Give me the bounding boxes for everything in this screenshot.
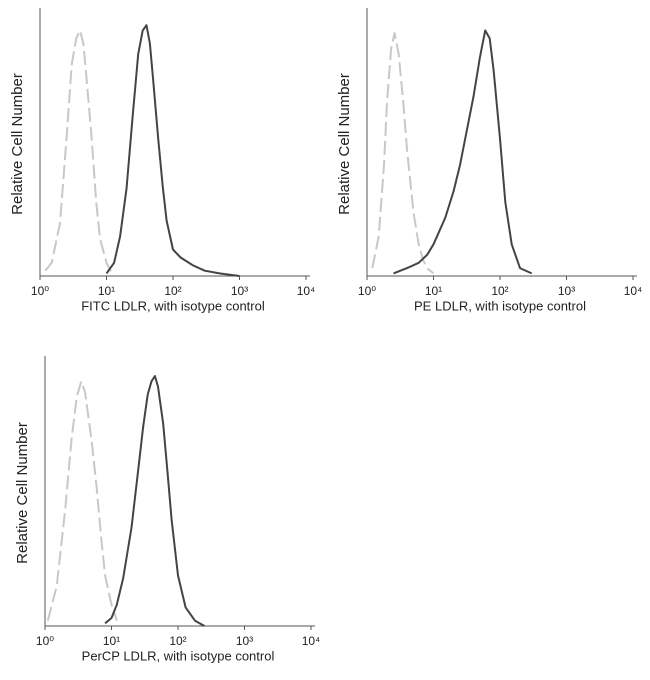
chart: 10⁰ 10¹ 10² 10³ 10⁴ FITC LDLR, with isotype c… (9, 8, 315, 313)
x-tick-label: 10³ (558, 284, 575, 298)
x-tick-label: 10² (491, 284, 508, 298)
x-tick-label: 10⁴ (624, 284, 643, 298)
x-tick-label: 10¹ (98, 284, 115, 298)
x-tick-label: 10³ (231, 284, 248, 298)
x-tick-label: 10⁰ (31, 284, 49, 298)
histogram-line (46, 380, 118, 622)
histogram-line (105, 24, 240, 277)
x-tick-label: 10¹ (425, 284, 442, 298)
histogram-line (393, 29, 533, 275)
y-axis-label: Relative Cell Number (14, 422, 31, 564)
x-tick-label: 10³ (236, 634, 253, 648)
x-tick-label: 10⁰ (358, 284, 376, 298)
x-tick-label: 10² (169, 634, 186, 648)
chart: 10⁰ 10¹ 10² 10³ 10⁴ PerCP LDLR, with isotype … (14, 356, 320, 663)
x-tick-label: 10² (164, 284, 181, 298)
y-axis-label: Relative Cell Number (9, 73, 26, 215)
x-tick-label: 10⁴ (297, 284, 316, 298)
x-axis-label: PerCP LDLR, with isotype control (82, 648, 275, 663)
x-axis-label: PE LDLR, with isotype control (414, 298, 586, 313)
chart: 10⁰ 10¹ 10² 10³ 10⁴ PE LDLR, with isotype con… (336, 8, 642, 313)
x-tick-label: 10⁰ (36, 634, 54, 648)
x-tick-label: 10¹ (103, 634, 120, 648)
histogram-line (44, 29, 113, 274)
x-tick-label: 10⁴ (302, 634, 321, 648)
histogram-line (371, 32, 435, 275)
histogram-line (104, 375, 205, 627)
x-axis-label: FITC LDLR, with isotype control (81, 298, 265, 313)
y-axis-label: Relative Cell Number (336, 73, 353, 215)
